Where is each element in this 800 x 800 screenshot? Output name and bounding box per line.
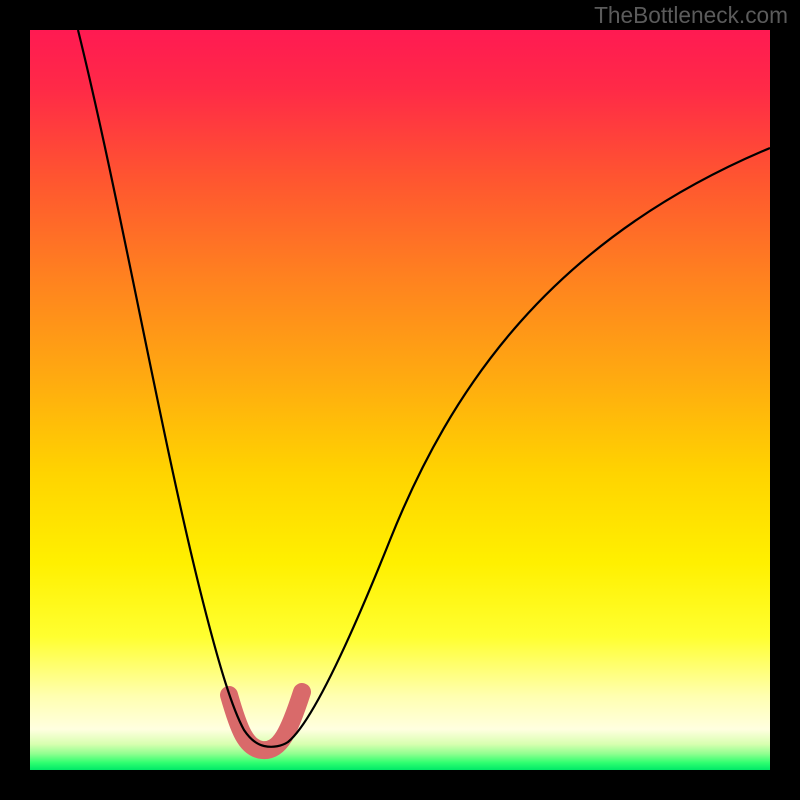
bottleneck-curve-chart [30,30,770,770]
watermark-text: TheBottleneck.com [594,2,788,29]
gradient-background [30,30,770,770]
plot-area [30,30,770,770]
